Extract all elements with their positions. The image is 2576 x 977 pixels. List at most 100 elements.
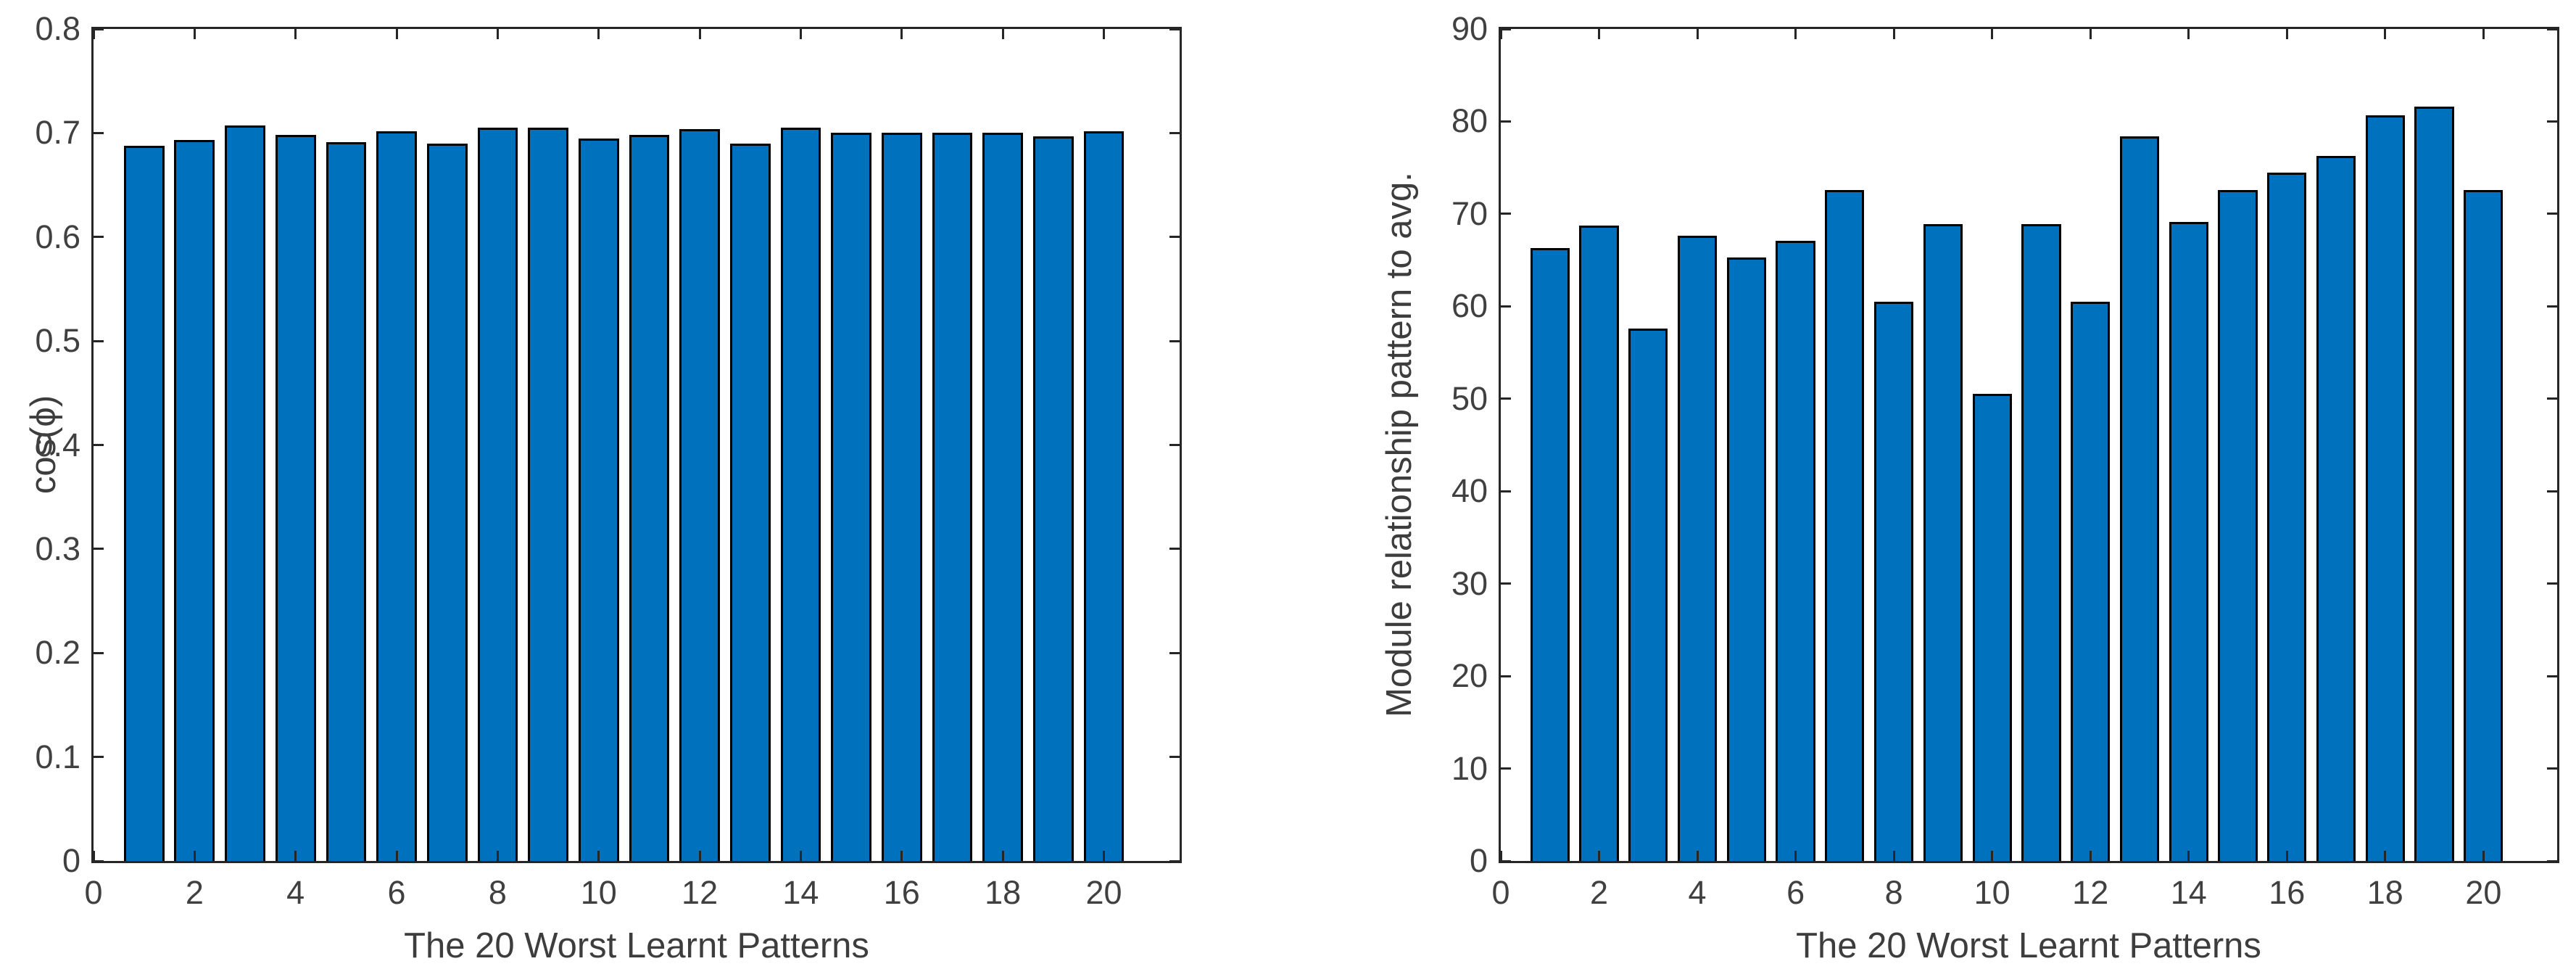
x-tick-label: 10 xyxy=(1974,874,2010,911)
tick-mark xyxy=(1169,339,1180,342)
x-tick-label: 20 xyxy=(2465,874,2502,911)
x-tick-label: 16 xyxy=(883,874,920,911)
bar xyxy=(1677,236,1718,861)
tick-mark xyxy=(2547,305,2557,308)
tick-mark xyxy=(698,851,701,861)
tick-mark xyxy=(597,29,600,39)
tick-mark xyxy=(193,851,196,861)
y-tick-label: 70 xyxy=(1451,194,1488,232)
bar xyxy=(275,135,316,861)
tick-mark xyxy=(2547,490,2557,492)
bar xyxy=(528,128,568,861)
tick-mark xyxy=(1169,548,1180,551)
tick-mark xyxy=(1501,397,1511,400)
x-tick-label: 18 xyxy=(985,874,1022,911)
tick-mark xyxy=(2285,29,2288,39)
bar xyxy=(1776,240,1815,861)
tick-mark xyxy=(2089,851,2092,861)
tick-mark xyxy=(900,851,903,861)
bar xyxy=(729,143,771,861)
tick-mark xyxy=(1501,859,1511,862)
y-tick-label: 80 xyxy=(1451,102,1488,140)
tick-mark xyxy=(1169,859,1180,862)
tick-mark xyxy=(1501,767,1511,770)
bar xyxy=(932,133,973,861)
tick-mark xyxy=(294,851,297,861)
y-axis-label: Module relationship pattern to avg. xyxy=(1380,172,1419,717)
x-tick-label: 14 xyxy=(782,874,819,911)
tick-mark xyxy=(94,756,104,759)
bar xyxy=(2169,222,2208,861)
plot-area: 0 2 4 6 8 10 12 14 16 18 20 0 10 20 30 40 50 60 70 80 90 xyxy=(1451,10,2559,911)
y-tick-label: 0.3 xyxy=(35,529,80,567)
tick-mark xyxy=(2547,120,2557,123)
y-tick-label: 90 xyxy=(1451,10,1488,47)
tick-mark xyxy=(193,29,196,39)
bar xyxy=(629,135,670,861)
bar xyxy=(225,125,265,861)
tick-mark xyxy=(2482,851,2485,861)
tick-mark xyxy=(294,29,297,39)
bar xyxy=(326,142,367,861)
tick-mark xyxy=(92,851,95,861)
bar xyxy=(1923,223,1963,861)
tick-mark xyxy=(2547,397,2557,400)
x-tick-label: 2 xyxy=(1590,874,1609,911)
y-tick-label: 50 xyxy=(1451,379,1488,417)
tick-mark xyxy=(1169,28,1180,30)
x-tick-label: 20 xyxy=(1085,874,1122,911)
y-tick-label: 0 xyxy=(1469,842,1488,879)
tick-mark xyxy=(2547,859,2557,862)
tick-mark xyxy=(1991,851,1994,861)
plot-inner: 0 2 4 6 8 10 12 14 16 18 20 0 10 20 30 40 50 60 70 80 90 xyxy=(1451,10,2557,911)
bar xyxy=(1726,257,1766,861)
tick-mark xyxy=(1501,490,1511,492)
tick-mark xyxy=(1102,29,1105,39)
tick-mark xyxy=(1892,29,1895,39)
tick-mark xyxy=(496,29,499,39)
plot-area: 0 2 4 6 8 10 12 14 16 18 20 0 0.1 0.2 0.3 0.4 0.5 0.6 0.7 0… xyxy=(35,10,1182,911)
tick-mark xyxy=(395,29,398,39)
tick-mark xyxy=(1501,675,1511,677)
bar xyxy=(578,138,619,861)
tick-mark xyxy=(2547,675,2557,677)
plot-inner: 0 2 4 6 8 10 12 14 16 18 20 0 0.1 0.2 0.3 0.4 0.5 0.6 0.7 0… xyxy=(35,10,1180,911)
bar xyxy=(1530,248,1570,861)
tick-mark xyxy=(1598,29,1601,39)
x-tick-label: 8 xyxy=(1884,874,1903,911)
y-tick-label: 0 xyxy=(62,842,80,879)
tick-mark xyxy=(2547,767,2557,770)
tick-mark xyxy=(1696,29,1699,39)
bar xyxy=(881,133,922,861)
tick-mark xyxy=(94,859,104,862)
tick-mark xyxy=(1499,851,1502,861)
tick-mark xyxy=(1169,236,1180,239)
y-tick-label: 10 xyxy=(1451,749,1488,787)
bar xyxy=(679,128,720,861)
tick-mark xyxy=(2547,213,2557,215)
tick-mark xyxy=(2384,851,2387,861)
x-tick-label: 8 xyxy=(488,874,507,911)
x-tick-label: 12 xyxy=(2072,874,2109,911)
y-tick-label: 60 xyxy=(1451,287,1488,325)
tick-mark xyxy=(1696,851,1699,861)
y-tick-label: 0.4 xyxy=(35,426,80,463)
tick-mark xyxy=(1598,851,1601,861)
tick-mark xyxy=(92,29,95,39)
tick-mark xyxy=(1102,851,1105,861)
bar xyxy=(2365,115,2405,861)
y-tick-label: 0.7 xyxy=(35,114,80,152)
tick-mark xyxy=(799,29,802,39)
tick-mark xyxy=(94,651,104,654)
y-tick-label: 0.1 xyxy=(35,738,80,775)
y-tick-label: 0.2 xyxy=(35,634,80,672)
tick-mark xyxy=(94,236,104,239)
tick-mark xyxy=(2187,29,2190,39)
bar xyxy=(1628,328,1668,861)
bar xyxy=(780,128,821,861)
tick-mark xyxy=(597,851,600,861)
tick-mark xyxy=(496,851,499,861)
tick-mark xyxy=(94,131,104,134)
